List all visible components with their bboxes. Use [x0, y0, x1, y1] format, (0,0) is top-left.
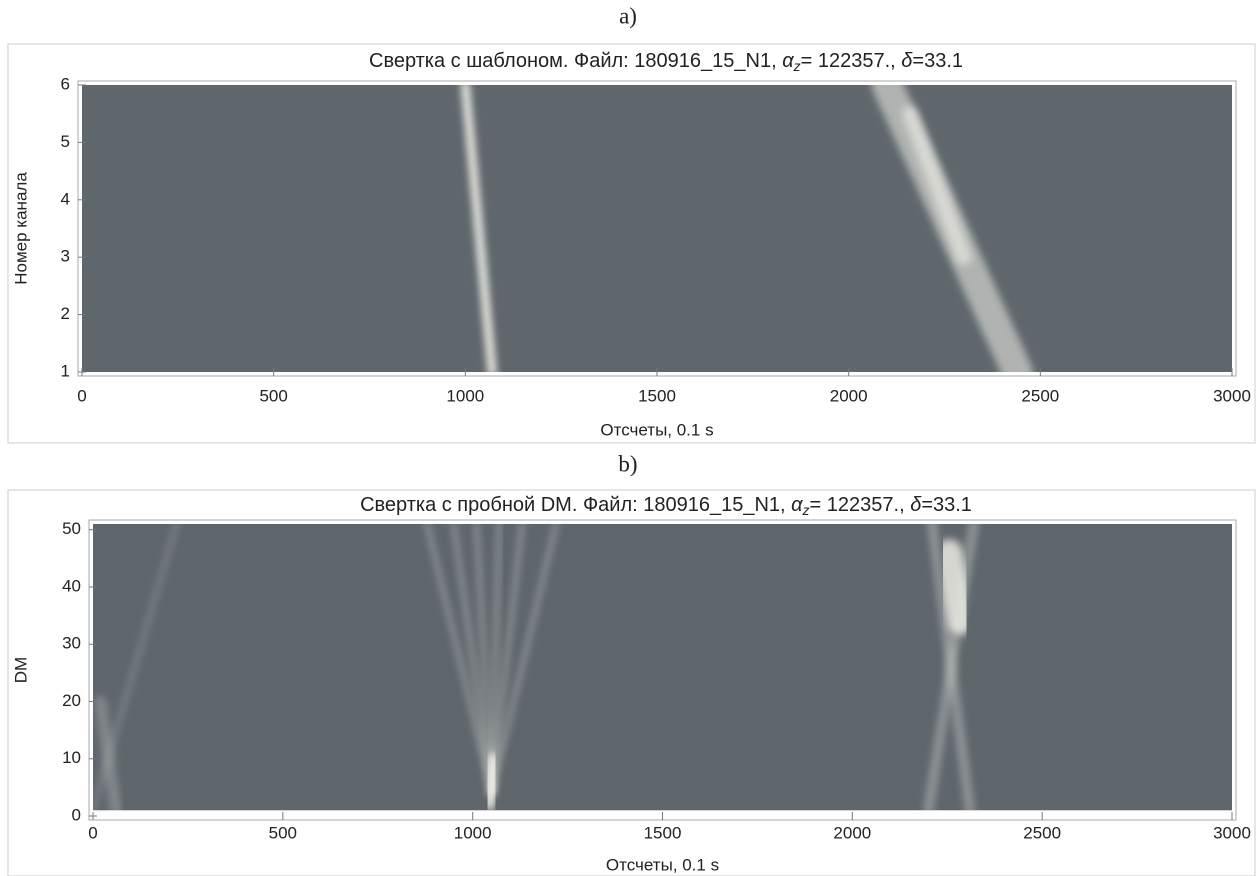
streak [489, 524, 559, 795]
streak [425, 524, 494, 795]
title-part: δ [901, 50, 913, 72]
y-axis-label: DM [11, 657, 30, 683]
y-tick-label: 1 [61, 361, 70, 380]
title-part: Свертка с пробной DM. Файл: 180916_15_N1… [360, 494, 791, 516]
streak [484, 753, 500, 811]
panel-label: b) [618, 451, 637, 476]
y-axis-label: Номер канала [11, 172, 30, 285]
x-tick-label: 1000 [446, 386, 484, 405]
panel-frame [7, 489, 1256, 876]
streak [461, 85, 497, 372]
x-tick-label: 2500 [1023, 823, 1061, 842]
x-tick-label: 2500 [1021, 386, 1059, 405]
x-axis-label: Отсчеты, 0.1 s [606, 855, 719, 874]
streaks [93, 524, 979, 811]
chart-title: Свертка с пробной DM. Файл: 180916_15_N1… [360, 494, 972, 517]
streak [902, 106, 972, 265]
x-tick-label: 500 [269, 823, 297, 842]
y-tick-label: 3 [61, 247, 70, 266]
streak [489, 524, 524, 795]
title-part: α [791, 494, 803, 516]
title-part: = 122357., [801, 50, 902, 72]
title-part: z [793, 58, 801, 74]
x-tick-label: 500 [259, 386, 287, 405]
chart-title: Свертка с шаблоном. Файл: 180916_15_N1, … [369, 50, 963, 73]
title-part: Свертка с шаблоном. Файл: 180916_15_N1, [369, 50, 782, 72]
y-tick-label: 0 [72, 805, 81, 824]
y-tick-label: 40 [62, 576, 81, 595]
streaks [461, 85, 1033, 372]
x-tick-label: 2000 [833, 823, 871, 842]
x-tick-label: 2000 [830, 386, 868, 405]
y-tick-label: 20 [62, 691, 81, 710]
title-part: δ [910, 494, 922, 516]
x-tick-label: 3000 [1213, 823, 1251, 842]
x-tick-label: 3000 [1213, 386, 1251, 405]
title-part: z [802, 502, 810, 518]
panel-label: a) [619, 3, 637, 28]
streak [489, 524, 502, 795]
y-tick-label: 10 [62, 748, 81, 767]
x-tick-label: 0 [77, 386, 86, 405]
y-tick-label: 4 [61, 189, 70, 208]
streak [927, 524, 975, 811]
streak [94, 695, 122, 811]
x-tick-label: 1000 [454, 823, 492, 842]
y-tick-label: 6 [61, 74, 70, 93]
streak [474, 524, 494, 795]
title-part: α [782, 50, 794, 72]
y-tick-label: 50 [62, 519, 81, 538]
heatmap-image [93, 524, 1232, 811]
y-tick-label: 5 [61, 132, 70, 151]
y-tick-label: 2 [61, 304, 70, 323]
title-part: = 122357., [810, 494, 911, 516]
x-tick-label: 1500 [638, 386, 676, 405]
streak [451, 524, 494, 795]
y-tick-label: 30 [62, 634, 81, 653]
x-tick-label: 1500 [644, 823, 682, 842]
title-part: =33.1 [912, 50, 963, 72]
x-tick-label: 0 [88, 823, 97, 842]
x-axis-label: Отсчеты, 0.1 s [600, 420, 713, 439]
heatmap-image [82, 85, 1232, 372]
title-part: =33.1 [921, 494, 972, 516]
panel-frame [7, 43, 1256, 444]
